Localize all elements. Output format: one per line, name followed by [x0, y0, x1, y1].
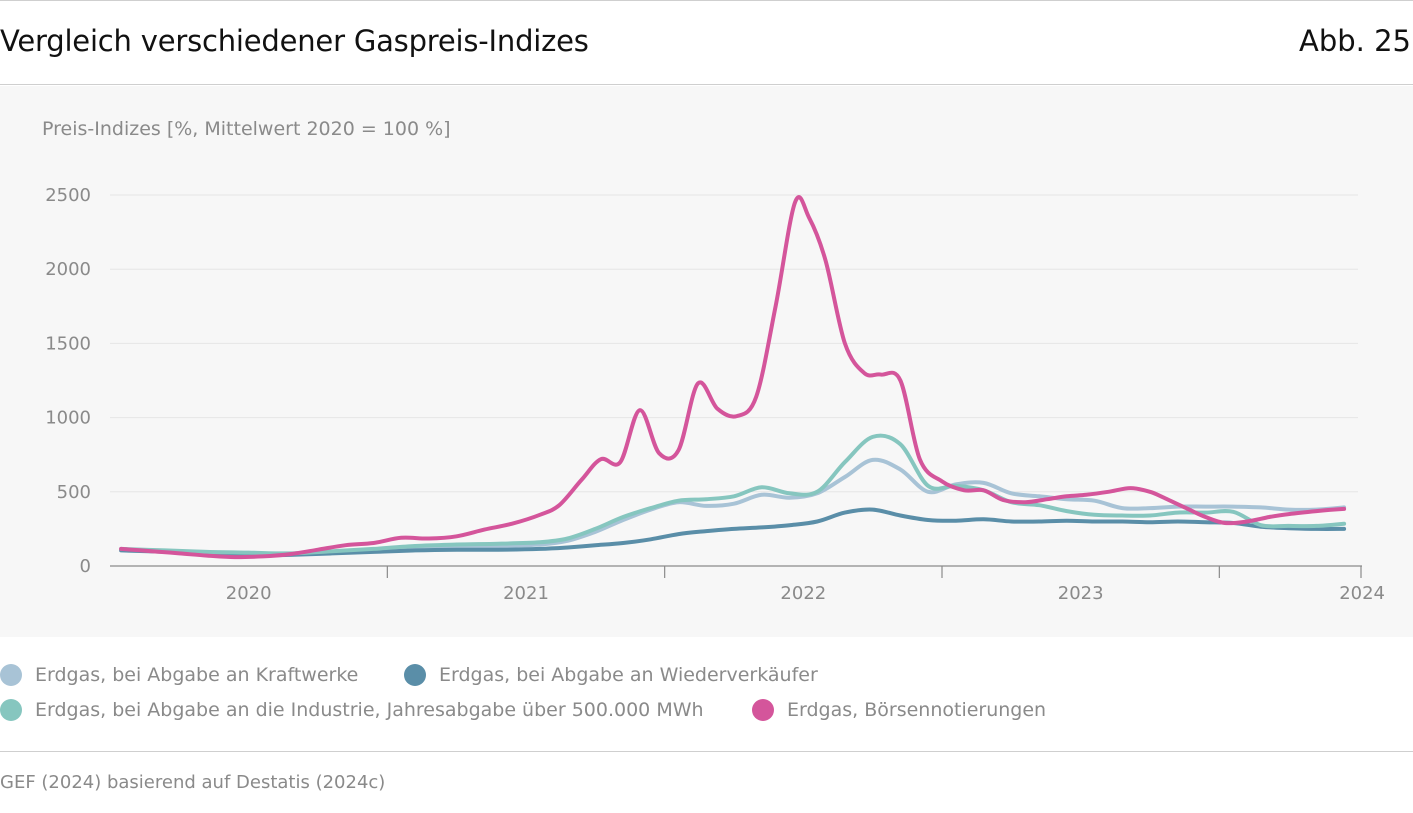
legend-swatch-kraftwerke [0, 664, 22, 686]
legend-swatch-wiederverkaeufer [404, 664, 426, 686]
x-tick-label-2023: 2023 [1058, 583, 1104, 604]
y-tick-label-1500: 1500 [45, 333, 91, 354]
x-tick-label-2021: 2021 [503, 583, 549, 604]
legend-label-industrie: Erdgas, bei Abgabe an die Industrie, Jah… [35, 699, 704, 721]
series-line-industrie [119, 433, 1347, 556]
legend-swatch-industrie [0, 699, 22, 721]
legend-item-industrie[interactable]: Erdgas, bei Abgabe an die Industrie, Jah… [0, 699, 704, 721]
chart-title: Vergleich verschiedener Gaspreis-Indizes [0, 24, 589, 58]
top-rule [0, 0, 1413, 1]
figure-label: Abb. 25 [1299, 24, 1411, 58]
y-axis-title: Preis-Indizes [%, Mittelwert 2020 = 100 … [42, 118, 451, 140]
y-tick-labels: 0 500 1000 1500 2000 2500 [45, 185, 91, 577]
x-tick-label-2024: 2024 [1339, 583, 1385, 604]
source-note: GEF (2024) basierend auf Destatis (2024c… [0, 772, 386, 793]
legend-item-kraftwerke[interactable]: Erdgas, bei Abgabe an Kraftwerke [0, 664, 358, 686]
chart-panel [0, 86, 1413, 637]
x-axis [110, 565, 1362, 578]
footer-rule [0, 751, 1413, 752]
series-line-boerse [119, 195, 1347, 560]
legend-item-wiederverkaeufer[interactable]: Erdgas, bei Abgabe an Wiederverkäufer [404, 664, 818, 686]
y-tick-label-1000: 1000 [45, 408, 91, 429]
legend-label-kraftwerke: Erdgas, bei Abgabe an Kraftwerke [35, 664, 359, 686]
y-tick-label-2500: 2500 [45, 185, 91, 206]
y-tick-label-2000: 2000 [45, 259, 91, 280]
legend-swatch-boerse [752, 699, 774, 721]
legend-item-boerse[interactable]: Erdgas, Börsennotierungen [752, 699, 1046, 721]
series-lines [119, 195, 1347, 560]
x-tick-labels: 2020 2021 2022 2023 2024 [226, 583, 1385, 604]
x-tick-label-2022: 2022 [780, 583, 826, 604]
y-tick-label-500: 500 [57, 482, 91, 503]
series-line-kraftwerke [119, 457, 1347, 557]
legend-label-boerse: Erdgas, Börsennotierungen [787, 699, 1047, 721]
legend-label-wiederverkaeufer: Erdgas, bei Abgabe an Wiederverkäufer [439, 664, 818, 686]
series-line-wiederverkaeufer [119, 507, 1347, 558]
grid-lines [110, 194, 1358, 493]
y-tick-label-0: 0 [80, 556, 91, 577]
header-rule [0, 84, 1413, 85]
x-tick-label-2020: 2020 [226, 583, 272, 604]
